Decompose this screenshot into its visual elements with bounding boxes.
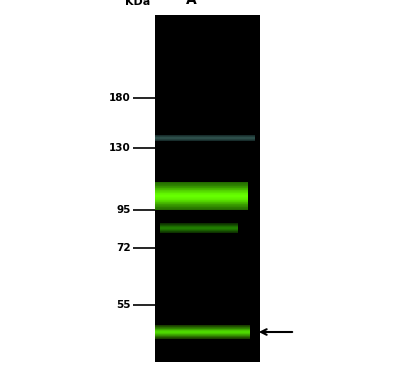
Bar xyxy=(155,182,248,183)
Bar xyxy=(155,204,248,205)
Bar xyxy=(155,189,248,190)
Bar xyxy=(155,206,248,207)
Bar xyxy=(155,199,248,200)
Bar xyxy=(155,194,248,195)
Bar xyxy=(155,187,248,188)
Bar xyxy=(155,196,248,197)
Bar xyxy=(155,185,248,186)
Bar xyxy=(155,188,248,189)
Text: 55: 55 xyxy=(116,300,131,310)
Bar xyxy=(155,183,248,184)
Bar xyxy=(155,205,248,206)
Bar xyxy=(155,200,248,201)
Bar xyxy=(155,193,248,194)
Text: 72: 72 xyxy=(116,243,131,253)
Text: 95: 95 xyxy=(117,205,131,215)
Bar xyxy=(155,197,248,198)
Bar xyxy=(155,207,248,208)
Bar xyxy=(155,190,248,191)
Bar xyxy=(155,186,248,187)
Bar xyxy=(155,203,248,204)
Bar xyxy=(155,195,248,196)
Text: A: A xyxy=(186,0,197,7)
Bar xyxy=(155,184,248,185)
Bar xyxy=(155,191,248,192)
Bar xyxy=(155,208,248,209)
Text: 130: 130 xyxy=(109,143,131,153)
Bar xyxy=(155,192,248,193)
Bar xyxy=(155,202,248,203)
Text: KDa: KDa xyxy=(125,0,150,7)
Bar xyxy=(155,198,248,199)
Bar xyxy=(155,209,248,210)
Bar xyxy=(155,201,248,202)
Bar xyxy=(155,15,260,362)
Text: 180: 180 xyxy=(109,93,131,103)
